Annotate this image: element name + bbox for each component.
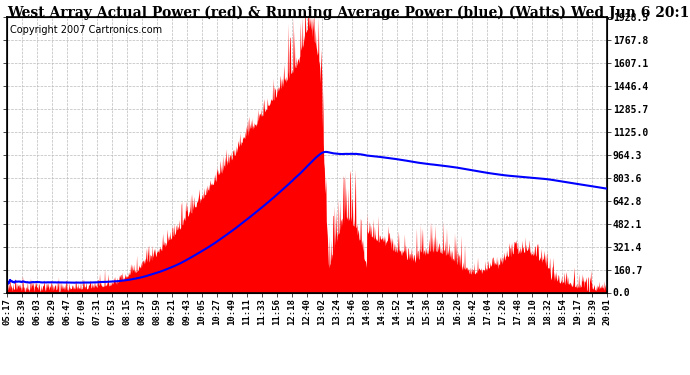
Text: Copyright 2007 Cartronics.com: Copyright 2007 Cartronics.com bbox=[10, 25, 162, 35]
Text: West Array Actual Power (red) & Running Average Power (blue) (Watts) Wed Jun 6 2: West Array Actual Power (red) & Running … bbox=[7, 6, 690, 20]
